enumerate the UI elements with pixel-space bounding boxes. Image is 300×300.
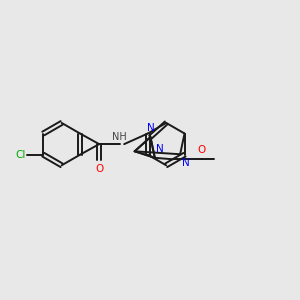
Text: O: O	[95, 164, 103, 174]
Text: N: N	[147, 123, 154, 133]
Text: NH: NH	[112, 132, 127, 142]
Text: N: N	[156, 144, 164, 154]
Text: Cl: Cl	[16, 150, 26, 160]
Text: O: O	[197, 146, 206, 155]
Text: N: N	[182, 158, 189, 168]
